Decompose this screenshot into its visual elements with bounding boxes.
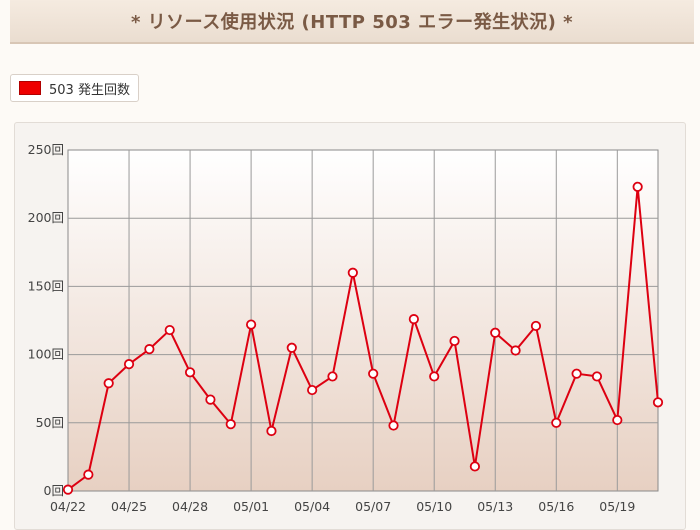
data-point [286,342,297,353]
x-axis-ticks: 04/22 04/25 04/28 05/01 05/04 05/07 05/10 05/13… [50,499,635,514]
x-tick-label: 04/22 [50,499,86,514]
x-tick-label: 05/04 [294,499,330,514]
x-tick-label: 05/13 [477,499,513,514]
data-point [652,397,664,408]
y-tick-label: 100回 [28,347,64,362]
data-point [164,324,175,336]
data-point [591,371,603,382]
data-point [632,181,643,192]
data-point [612,414,623,426]
data-point [429,371,440,382]
y-tick-label: 250回 [28,142,64,157]
data-point [449,335,460,347]
data-point [246,319,257,330]
data-point [225,419,236,430]
data-point [307,384,318,396]
x-tick-label: 05/19 [599,499,635,514]
grid [68,150,658,491]
data-point [510,345,521,356]
x-tick-label: 04/28 [172,499,208,514]
data-point [205,394,216,405]
y-tick-label: 150回 [28,278,64,293]
data-point [103,378,114,389]
data-point [347,267,358,278]
data-point [469,461,480,472]
x-tick-label: 05/01 [233,499,269,514]
data-point [571,368,582,379]
data-point [184,367,196,378]
x-tick-label: 05/16 [538,499,574,514]
y-axis-ticks: 0回 50回 100回 150回 200回 250回 [28,142,64,498]
data-point [327,371,338,382]
data-point [388,420,399,431]
data-point [368,368,379,379]
data-point [408,314,419,325]
legend: 503 発生回数 [10,74,139,102]
data-point [62,484,74,495]
data-point [266,425,277,437]
x-tick-label: 05/10 [416,499,452,514]
x-tick-label: 04/25 [111,499,147,514]
y-tick-label: 50回 [36,415,64,430]
legend-swatch [19,81,41,95]
data-point [490,327,501,338]
chart-title-bar: * リソース使用状況 (HTTP 503 エラー発生状況) * [10,0,694,44]
data-point [123,359,135,370]
y-tick-label: 0回 [44,483,64,498]
data-point [551,417,562,428]
x-tick-label: 05/07 [355,499,391,514]
data-point [530,320,542,332]
data-point [83,469,94,480]
data-point [144,344,155,355]
legend-label: 503 発生回数 [49,82,130,98]
chart-title: * リソース使用状況 (HTTP 503 エラー発生状況) * [130,12,573,33]
y-tick-label: 200回 [28,210,64,225]
series-503 [62,181,664,495]
